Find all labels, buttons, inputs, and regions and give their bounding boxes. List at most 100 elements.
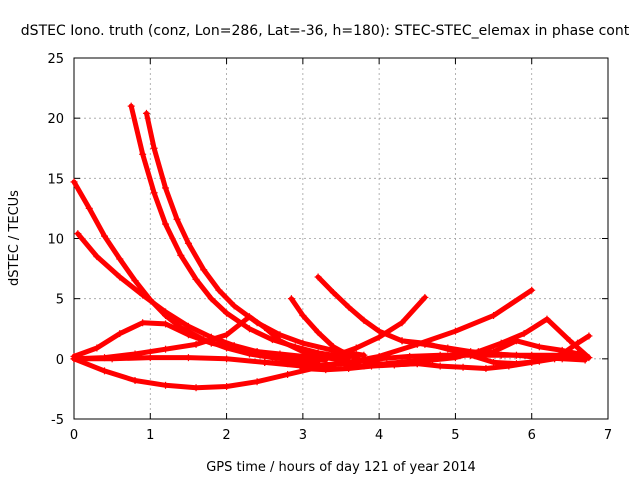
data-point	[368, 362, 376, 370]
data-point	[245, 313, 253, 321]
data-point	[116, 273, 124, 281]
x-tick-label: 6	[528, 428, 536, 443]
data-point	[93, 344, 101, 352]
data-point	[245, 325, 253, 333]
data-point	[299, 364, 307, 372]
data-point	[375, 352, 383, 360]
data-point	[299, 312, 307, 320]
data-point	[139, 319, 147, 327]
data-point	[352, 344, 360, 352]
data-point	[314, 273, 322, 281]
data-point	[207, 295, 215, 303]
axis-ticks	[73, 57, 609, 420]
data-point	[146, 354, 154, 362]
x-tick-label: 3	[299, 428, 307, 443]
data-point	[162, 381, 170, 389]
x-tick-labels: 0 1 2 3 4 5 6 7	[70, 428, 612, 443]
y-tick-label: -5	[51, 413, 64, 428]
data-point	[223, 309, 231, 317]
data-point	[429, 356, 437, 364]
data-point	[261, 358, 269, 366]
series-group	[70, 102, 593, 392]
data-point	[162, 184, 170, 192]
data-point	[162, 220, 170, 228]
data-point	[284, 360, 292, 368]
data-point	[345, 303, 353, 311]
data-point	[329, 289, 337, 297]
data-point	[253, 348, 261, 356]
data-point	[184, 322, 192, 330]
data-point	[93, 253, 101, 261]
data-point	[299, 339, 307, 347]
data-point	[162, 308, 170, 316]
data-point	[299, 348, 307, 356]
data-point	[142, 109, 150, 117]
y-tick-label: 10	[47, 233, 64, 248]
y-tick-label: 15	[47, 172, 64, 187]
series-11	[261, 293, 429, 368]
data-point	[512, 337, 520, 345]
x-axis-label: GPS time / hours of day 121 of year 2014	[206, 460, 476, 475]
data-point	[398, 319, 406, 327]
data-point	[173, 215, 181, 223]
data-point	[223, 383, 231, 391]
series-line	[71, 314, 352, 364]
data-point	[223, 331, 231, 339]
data-point	[421, 339, 429, 347]
data-point	[101, 232, 109, 240]
data-point	[345, 364, 353, 372]
data-point	[444, 345, 452, 353]
data-point	[413, 360, 421, 368]
data-point	[192, 384, 200, 392]
y-tick-labels: -5 0 5 10 15 20 25	[47, 52, 64, 428]
data-point	[459, 363, 467, 371]
data-point	[520, 330, 528, 338]
data-point	[528, 358, 536, 366]
data-point	[131, 376, 139, 384]
data-point	[581, 351, 589, 359]
data-point	[375, 333, 383, 341]
data-point	[490, 348, 498, 356]
data-point	[287, 295, 295, 303]
data-point	[436, 362, 444, 370]
x-tick-label: 0	[70, 428, 78, 443]
data-point	[192, 275, 200, 283]
data-point	[184, 239, 192, 247]
data-point	[573, 339, 581, 347]
data-point	[585, 332, 593, 340]
y-tick-label: 25	[47, 52, 64, 67]
data-point	[192, 340, 200, 348]
x-tick-label: 5	[451, 428, 459, 443]
series-line	[262, 295, 428, 367]
data-point	[131, 277, 139, 285]
data-point	[505, 362, 513, 370]
y-tick-label: 0	[56, 353, 64, 368]
data-point	[276, 337, 284, 345]
data-point	[528, 286, 536, 294]
x-tick-label: 1	[146, 428, 154, 443]
series-15	[299, 350, 581, 374]
data-point	[253, 378, 261, 386]
y-tick-label: 5	[56, 293, 64, 308]
data-point	[70, 178, 78, 186]
data-point	[139, 291, 147, 299]
data-point	[284, 370, 292, 378]
series-line	[71, 320, 329, 361]
series-line	[71, 179, 321, 364]
data-point	[421, 293, 429, 301]
data-point	[70, 355, 78, 363]
data-point	[337, 360, 345, 368]
data-point	[139, 150, 147, 158]
data-point	[150, 189, 158, 197]
x-tick-label: 7	[604, 428, 612, 443]
y-tick-label: 20	[47, 112, 64, 127]
data-point	[322, 366, 330, 374]
data-point	[490, 312, 498, 320]
data-point	[467, 351, 475, 359]
data-point	[162, 345, 170, 353]
data-point	[360, 316, 368, 324]
data-point	[85, 204, 93, 212]
data-point	[177, 251, 185, 259]
x-tick-label: 2	[222, 428, 230, 443]
data-point	[490, 358, 498, 366]
